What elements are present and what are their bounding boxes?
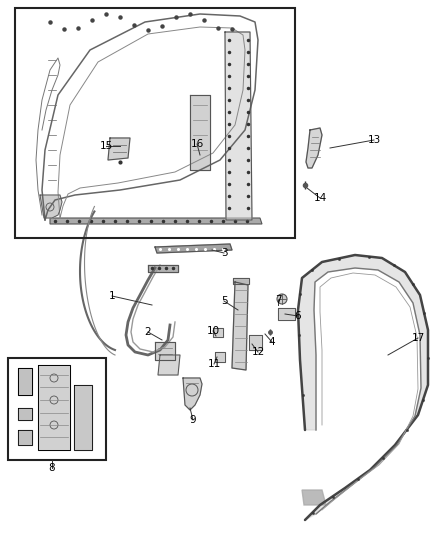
Text: 5: 5 <box>221 296 227 306</box>
Polygon shape <box>74 385 92 450</box>
Text: 3: 3 <box>221 248 227 258</box>
Text: 15: 15 <box>99 141 113 151</box>
Text: 6: 6 <box>295 311 301 321</box>
Polygon shape <box>306 128 322 168</box>
Polygon shape <box>18 408 32 420</box>
Bar <box>8 358 106 460</box>
Text: 17: 17 <box>411 333 424 343</box>
Polygon shape <box>148 265 178 272</box>
Text: 11: 11 <box>207 359 221 369</box>
Polygon shape <box>213 328 223 337</box>
Polygon shape <box>155 342 175 360</box>
Polygon shape <box>233 278 249 284</box>
Text: 13: 13 <box>367 135 381 145</box>
Text: 7: 7 <box>275 295 281 305</box>
Polygon shape <box>108 138 130 160</box>
Text: 9: 9 <box>190 415 196 425</box>
Polygon shape <box>50 218 262 224</box>
Text: 16: 16 <box>191 139 204 149</box>
Text: 10: 10 <box>206 326 219 336</box>
Polygon shape <box>38 365 70 450</box>
Polygon shape <box>18 430 32 445</box>
Text: 12: 12 <box>251 347 265 357</box>
Text: 4: 4 <box>268 337 276 347</box>
Polygon shape <box>40 195 62 218</box>
Polygon shape <box>155 244 232 253</box>
Text: 14: 14 <box>313 193 327 203</box>
Polygon shape <box>225 32 252 220</box>
Polygon shape <box>249 335 262 350</box>
Polygon shape <box>232 282 248 370</box>
Text: 8: 8 <box>49 463 55 473</box>
Text: 1: 1 <box>109 291 115 301</box>
Polygon shape <box>278 308 295 320</box>
Circle shape <box>277 294 287 304</box>
Bar <box>15 8 295 238</box>
Polygon shape <box>215 352 225 362</box>
Polygon shape <box>302 490 326 505</box>
Polygon shape <box>183 378 202 410</box>
Polygon shape <box>298 255 428 520</box>
Text: 2: 2 <box>145 327 151 337</box>
Polygon shape <box>18 368 32 395</box>
Polygon shape <box>190 95 210 170</box>
Polygon shape <box>158 355 180 375</box>
